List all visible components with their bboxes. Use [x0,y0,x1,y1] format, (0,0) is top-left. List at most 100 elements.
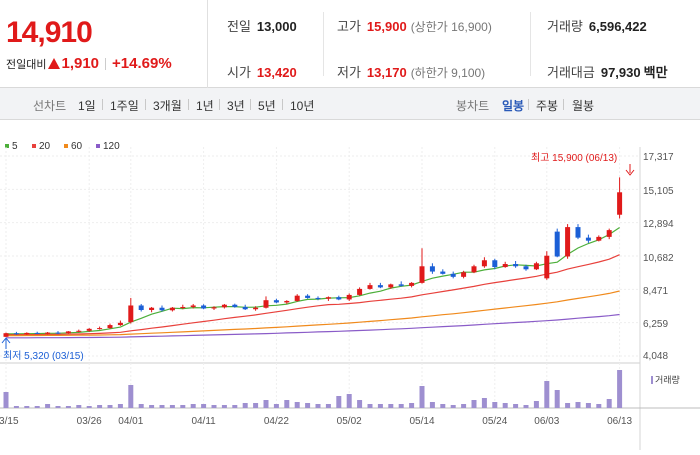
divider [102,99,103,110]
stat-amount-label: 거래대금 [547,65,595,80]
volume-bar [523,405,529,408]
volume-bar [325,404,331,408]
legend-ma20: 20 [39,141,51,152]
y-tick: 8,471 [643,286,668,297]
stat-low-label: 저가 [337,65,361,80]
stat-amount: 거래대금 97,930 백만 [547,62,668,81]
volume-bar [34,406,40,408]
candle-body [263,300,269,308]
ma120-line [6,313,620,339]
candle-body [565,227,571,257]
candle-body [315,297,321,299]
candle-body [45,332,51,334]
x-tick-label: 06/03 [534,416,559,427]
divider [563,99,564,110]
candle-body [336,297,342,300]
volume-bar [128,385,134,408]
y-tick: 17,317 [643,152,674,163]
x-tick-label: 05/14 [409,416,434,427]
period-10y[interactable]: 10년 [290,99,315,113]
divider [219,99,220,110]
candle-body [253,307,259,310]
high-annotation: 최고 15,900 (06/13) [531,152,617,164]
volume-bar [336,396,342,408]
candle-body [377,285,383,288]
volume-bar [284,400,290,408]
candle-body [128,305,134,323]
period-3y[interactable]: 3년 [227,99,245,113]
candle-body [211,307,217,309]
y-tick: 4,048 [643,351,668,362]
x-tick-labels: 03/15 03/26 04/01 04/11 04/22 05/02 05/14 05/24… [0,416,633,427]
volume-bar [357,400,363,408]
volume-bar [388,404,394,408]
volume-bar [263,400,269,408]
candle-body [606,230,612,237]
volume-bar [377,404,383,408]
price-chart[interactable]: 5 20 60 120 17,317 15,105 12,894 10,682 … [0,121,700,450]
candle-body [221,304,227,308]
volume-bar [513,404,519,408]
x-gridlines [5,147,621,408]
candle-body [523,266,529,270]
candle-body [513,264,519,267]
price-chart-svg[interactable]: 5 20 60 120 17,317 15,105 12,894 10,682 … [0,121,700,450]
candle-body [180,306,186,308]
candle-body [450,273,456,277]
candle-body [554,231,560,257]
period-1w[interactable]: 1주일 [110,99,139,113]
legend-ma120: 120 [103,141,120,152]
divider [323,12,324,76]
change-percent: +14.69% [112,55,172,72]
volume-bar [492,402,498,408]
candle-body [575,227,581,238]
candle-body [481,260,487,267]
y-tick: 12,894 [643,219,674,230]
period-1y[interactable]: 1년 [196,99,214,113]
legend-ma60-swatch [64,144,68,148]
volume-bar [86,406,92,408]
candle-body [502,264,508,268]
candle-body [55,332,61,334]
x-tick-label: 05/24 [482,416,507,427]
volume-bar [232,405,238,408]
volume-bar [107,405,113,408]
candle-body [86,328,92,331]
candle-weekly[interactable]: 주봉 [536,99,559,113]
volume-bar [596,404,602,408]
volume-bar [481,398,487,408]
line-chart-label: 선차트 [33,99,67,113]
legend-ma20-swatch [32,144,36,148]
candle-body [357,288,363,295]
ma20-line [5,254,620,336]
candle-body [273,300,279,303]
x-tick-label: 04/01 [118,416,143,427]
volume-legend-swatch [651,376,653,384]
volume-bar [55,406,61,408]
volume-bar [315,404,321,408]
ma5-line [6,227,620,335]
candlesticks[interactable] [3,177,623,337]
candle-body [398,284,404,286]
volume-bar [450,405,456,408]
volume-bar [45,404,51,408]
period-3m[interactable]: 3개월 [153,99,182,113]
period-5y[interactable]: 5년 [258,99,276,113]
period-1d[interactable]: 1일 [78,99,96,113]
stat-volume-value: 6,596,422 [588,19,647,34]
stock-summary: 14,910 전일대비 1,910 +14.69% 전일 13,000 시가 13,… [0,0,700,88]
chart-legend: 5 20 60 120 [5,141,120,152]
volume-bars [3,370,623,408]
stat-open-value: 13,420 [256,65,297,80]
candle-body [440,271,446,274]
stat-low-value: 13,170 [366,65,407,80]
candle-daily[interactable]: 일봉 [502,99,525,113]
stat-prev-value: 13,000 [256,19,297,34]
volume-bar [419,386,425,408]
volume-bar [440,404,446,408]
candle-monthly[interactable]: 월봉 [572,99,595,113]
y-tick: 10,682 [643,253,674,264]
volume-bar [117,404,123,408]
volume-bar [253,403,259,408]
volume-bar [544,381,550,408]
